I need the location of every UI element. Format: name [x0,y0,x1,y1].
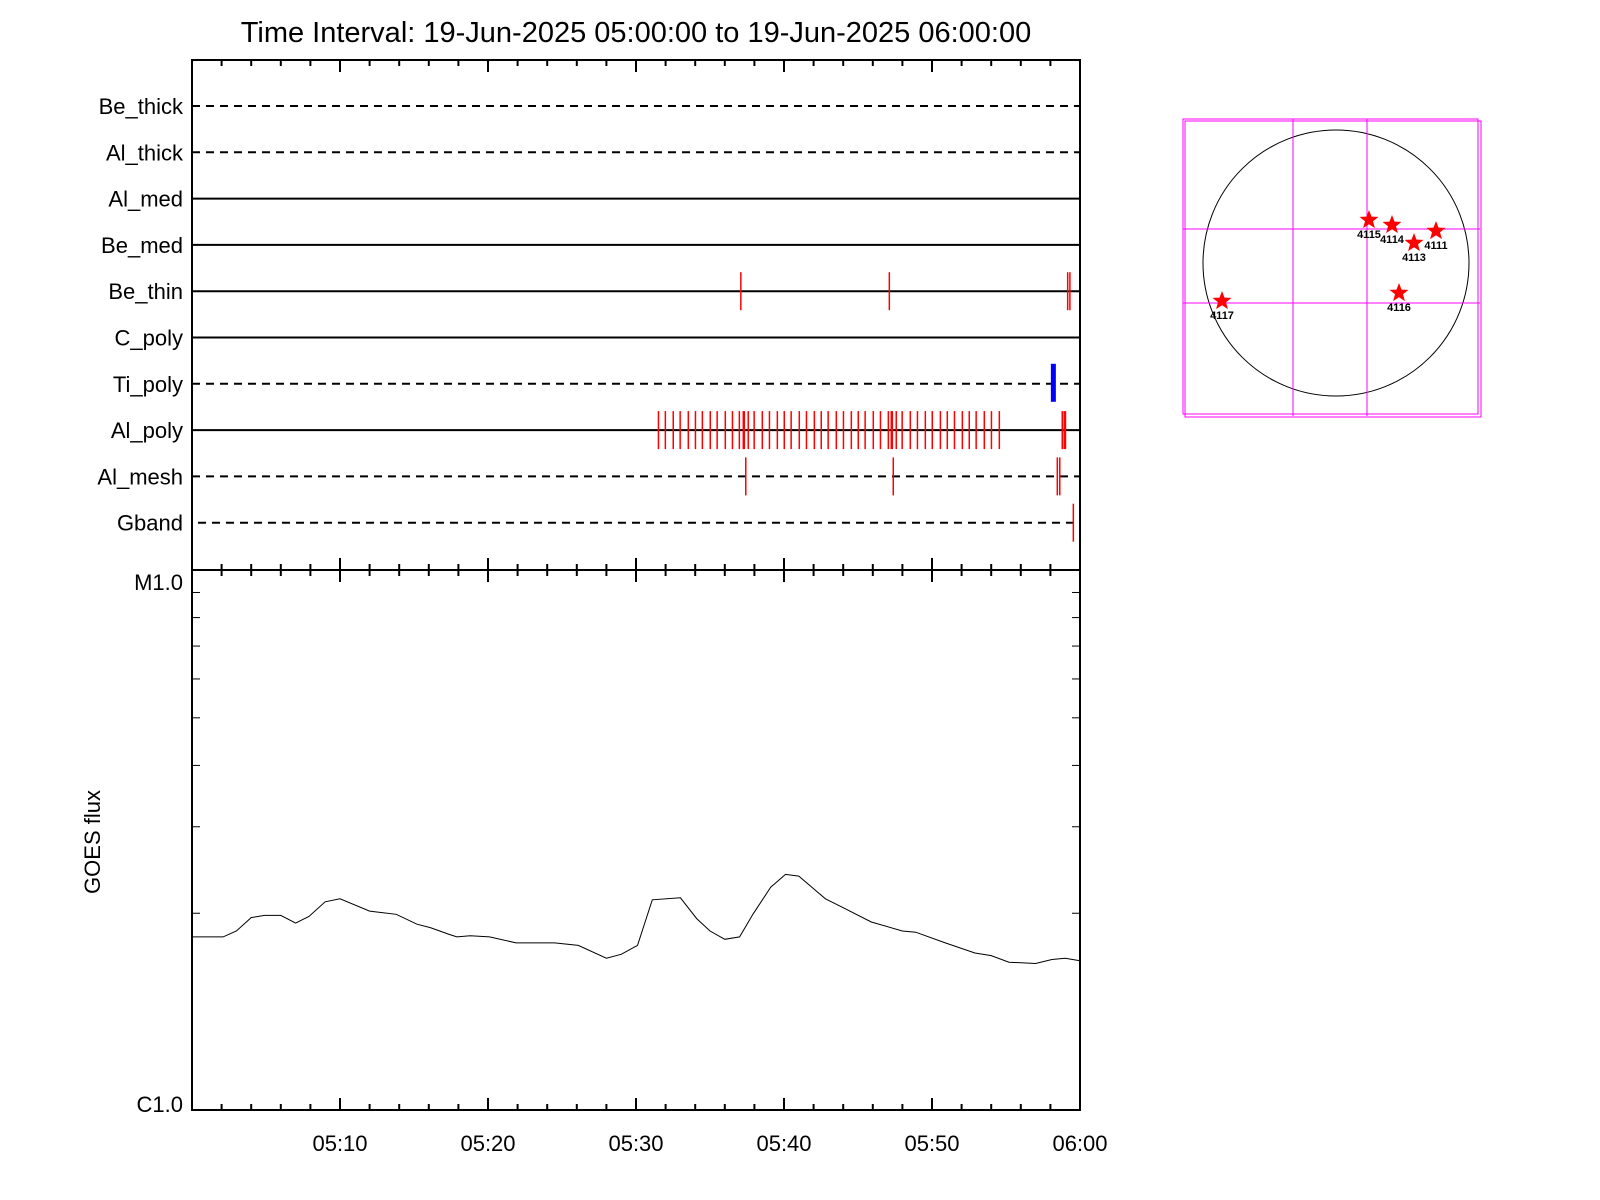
region-label: 4115 [1357,229,1381,241]
star-icon [1212,291,1232,310]
x-tick-label: 05:10 [312,1131,367,1156]
row-label-al_med: Al_med [108,187,183,212]
row-label-al_mesh: Al_mesh [97,464,183,489]
region-label: 4111 [1424,240,1447,252]
x-tick-label: 05:20 [460,1131,515,1156]
star-icon [1382,215,1402,234]
row-label-c_poly: C_poly [115,326,183,351]
x-tick-label: 06:00 [1052,1131,1107,1156]
event-timeline-panel: Be_thick Al_thick Al_med Be_med Be_thin C_pol… [97,59,1081,571]
region-label: 4113 [1402,252,1426,264]
star-icon [1389,283,1409,302]
row-label-al_thick: Al_thick [106,140,184,165]
x-tick-label: 05:30 [608,1131,663,1156]
star-icon [1359,210,1379,229]
map-frame [1182,118,1479,415]
row-label-gband: Gband [117,511,183,536]
row-label-be_thick: Be_thick [99,94,184,119]
row-label-be_thin: Be_thin [108,279,183,304]
region-label: 4114 [1380,234,1405,246]
star-icon [1404,233,1424,252]
y-tick-label-bottom: C1.0 [137,1092,183,1117]
row-label-be_med: Be_med [101,233,183,258]
x-tick-label: 05:50 [904,1131,959,1156]
chart-title: Time Interval: 19-Jun-2025 05:00:00 to 1… [241,17,1032,49]
region-label: 4117 [1210,310,1234,322]
x-tick-label: 05:40 [756,1131,811,1156]
y-tick-label-top: M1.0 [134,570,183,595]
star-icon [1426,221,1446,240]
row-label-ti_poly: Ti_poly [113,372,183,397]
y-axis-label: GOES flux [80,790,105,894]
solar-limb [1202,129,1470,397]
goes-flux-panel: GOES flux M1.0 C1.0 05:10 05:20 05:30 05:40… [80,558,1108,1156]
row-label-al_poly: Al_poly [111,418,183,443]
map-frame-outer [1184,120,1482,418]
region-label: 4116 [1387,302,1411,314]
